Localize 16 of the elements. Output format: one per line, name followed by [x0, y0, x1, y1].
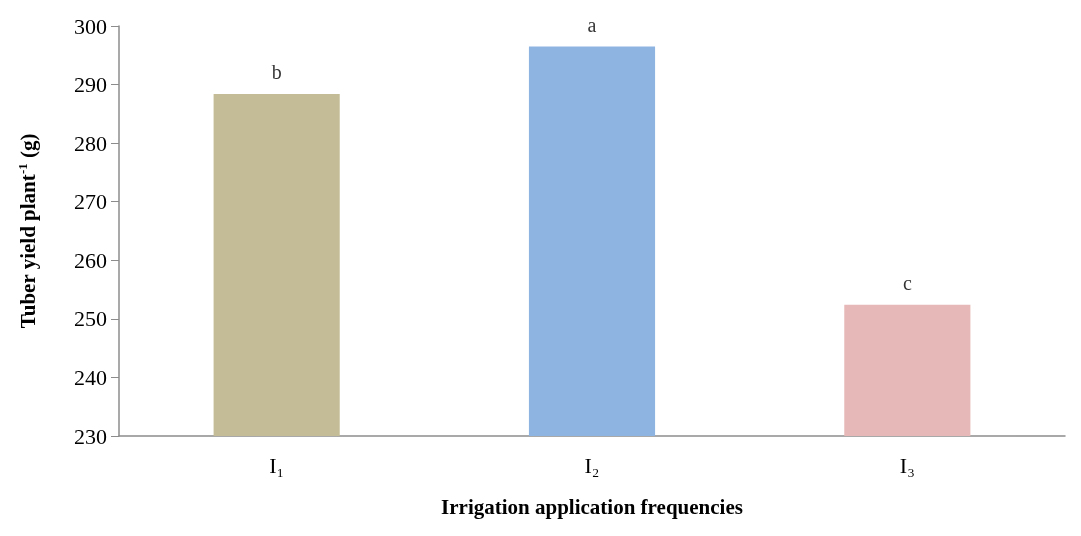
y-tick-label: 260 [74, 247, 107, 273]
y-tick-label: 230 [74, 423, 107, 449]
y-tick-label: 300 [74, 13, 107, 39]
annotation: a [587, 13, 597, 36]
y-tick-label: 290 [74, 72, 107, 98]
x-tick-label: I₃ [899, 452, 915, 478]
y-tick-label: 280 [74, 130, 107, 156]
x-tick-label: I₂ [584, 452, 600, 478]
x-axis-title: Irrigation application frequencies [441, 494, 743, 519]
x-tick-label: I₁ [269, 452, 285, 478]
y-tick-label: 270 [74, 189, 107, 215]
y-axis-title: Tuber yield plant-1 (g) [15, 133, 40, 329]
y-tick-label: 240 [74, 364, 107, 390]
annotation: b [271, 60, 282, 83]
y-tick-label: 250 [74, 306, 107, 332]
annotation: c [902, 271, 912, 294]
